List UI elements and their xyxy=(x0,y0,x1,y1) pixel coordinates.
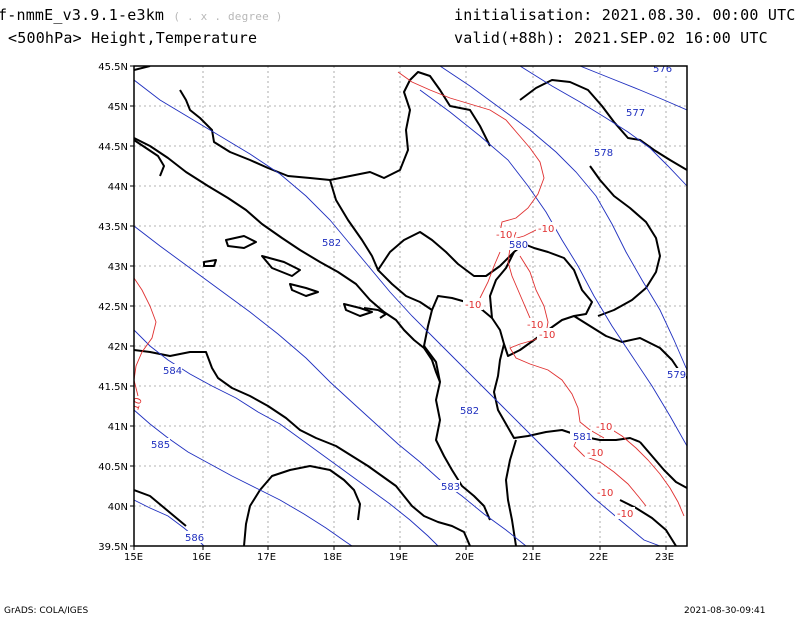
longitude-labels: 15E 16E 17E 18E 19E 20E 21E 22E 23E xyxy=(124,552,674,563)
peljesac xyxy=(363,307,387,319)
height-label: 583 xyxy=(441,482,460,493)
height-label: 577 xyxy=(626,108,645,119)
temp-contour-f xyxy=(605,425,685,517)
field-title: <500hPa> Height,Temperature xyxy=(8,29,258,47)
height-contour-576 xyxy=(579,66,687,111)
lat-tick-label: 44N xyxy=(108,182,128,193)
height-contour-585 xyxy=(134,409,353,546)
height-label: 586 xyxy=(185,533,204,544)
temp-contour-d xyxy=(509,255,605,439)
height-contour-577 xyxy=(519,66,687,187)
island-1 xyxy=(225,235,257,249)
greece-coast xyxy=(619,441,687,546)
height-label: 576 xyxy=(653,64,672,75)
temperature-label: 10 xyxy=(130,396,145,412)
lon-tick-label: 15E xyxy=(124,552,143,563)
lat-tick-label: 43N xyxy=(108,262,128,273)
temperature-label: -10 xyxy=(597,488,613,499)
height-label: 582 xyxy=(322,238,341,249)
kosovo-border xyxy=(489,243,593,357)
lat-tick-label: 41.5N xyxy=(98,382,128,393)
greece-border xyxy=(505,439,517,546)
temperature-label: -10 xyxy=(617,509,633,520)
model-name: f-nmmE_v3.9.1-e3km xyxy=(0,6,165,24)
temperature-label: -10 xyxy=(539,330,555,341)
temp-contour-e xyxy=(573,431,647,507)
height-label: 585 xyxy=(151,440,170,451)
italy-heel xyxy=(134,489,187,527)
lon-tick-label: 17E xyxy=(257,552,276,563)
temperature-label: -10 xyxy=(587,448,603,459)
temperature-label: -10 xyxy=(596,422,612,433)
height-label: 580 xyxy=(509,240,528,251)
adriatic-east-coast xyxy=(134,137,441,383)
calabria-coast xyxy=(243,465,361,546)
init-time: initialisation: 2021.08.30. 00:00 UTC xyxy=(454,6,796,24)
footer-timestamp: 2021-08-30-09:41 xyxy=(684,606,766,616)
lat-tick-label: 41N xyxy=(108,422,128,433)
height-contour-583 xyxy=(134,225,527,546)
axis-tick-marks xyxy=(130,65,667,550)
temp-contour-g xyxy=(134,277,157,397)
istria-coast xyxy=(134,139,165,177)
romania-border xyxy=(519,79,687,171)
height-label: 581 xyxy=(573,432,592,443)
height-label: 578 xyxy=(594,148,613,159)
model-unit: ( . x . degree ) xyxy=(173,10,283,23)
lat-tick-label: 43.5N xyxy=(98,222,128,233)
temperature-label: -10 xyxy=(465,300,481,311)
island-2 xyxy=(261,255,301,277)
albania-border xyxy=(423,309,491,521)
temperature-label: -10 xyxy=(527,320,543,331)
lon-tick-label: 16E xyxy=(192,552,211,563)
bosnia-border xyxy=(329,179,515,277)
temp-contour-b xyxy=(507,231,539,331)
coastlines-borders xyxy=(134,66,687,546)
lon-tick-label: 22E xyxy=(589,552,608,563)
italy-coast xyxy=(134,349,471,546)
lat-tick-label: 45N xyxy=(108,102,128,113)
height-label: 579 xyxy=(667,370,686,381)
height-label: 584 xyxy=(163,366,182,377)
lat-tick-label: 44.5N xyxy=(98,142,128,153)
serbia-east-border xyxy=(589,165,661,317)
height-label: 582 xyxy=(460,406,479,417)
lat-tick-label: 45.5N xyxy=(98,62,128,73)
temp-contour-c xyxy=(479,251,501,299)
height-contour-579 xyxy=(419,89,687,447)
temperature-label: -10 xyxy=(496,230,512,241)
lon-tick-label: 20E xyxy=(455,552,474,563)
footer-credit: GrADS: COLA/IGES xyxy=(4,606,89,616)
north-macedonia-border xyxy=(493,343,641,443)
temperature-labels: -10 -10 -10 -10 -10 -10 -10 -10 -10 10 xyxy=(130,222,635,520)
slovenia-croatia-border xyxy=(134,66,491,181)
height-contour-582a xyxy=(134,79,661,546)
lon-tick-label: 19E xyxy=(389,552,408,563)
valid-time: valid(+88h): 2021.SEP.02 16:00 UTC xyxy=(454,29,768,47)
height-contour-578 xyxy=(439,66,687,371)
latitude-labels: 45.5N 45N 44.5N 44N 43.5N 43N 42.5N 42N … xyxy=(98,62,128,553)
lon-tick-label: 21E xyxy=(522,552,541,563)
lat-tick-label: 40.5N xyxy=(98,462,128,473)
height-labels: 576 577 578 582 584 585 586 582 583 579 … xyxy=(148,64,686,544)
lon-tick-label: 23E xyxy=(655,552,674,563)
lat-tick-label: 39.5N xyxy=(98,542,128,553)
temp-contour-a xyxy=(397,71,549,241)
model-title: f-nmmE_v3.9.1-e3km ( . x . degree ) xyxy=(0,6,283,24)
lon-tick-label: 18E xyxy=(323,552,342,563)
island-3 xyxy=(289,283,319,297)
lat-tick-label: 40N xyxy=(108,502,128,513)
temperature-label: -10 xyxy=(538,224,554,235)
lat-tick-label: 42N xyxy=(108,342,128,353)
height-contour-584 xyxy=(134,329,439,546)
island-4 xyxy=(203,259,217,267)
island-5 xyxy=(343,303,373,317)
lat-tick-label: 42.5N xyxy=(98,302,128,313)
grid-lines xyxy=(134,66,687,546)
